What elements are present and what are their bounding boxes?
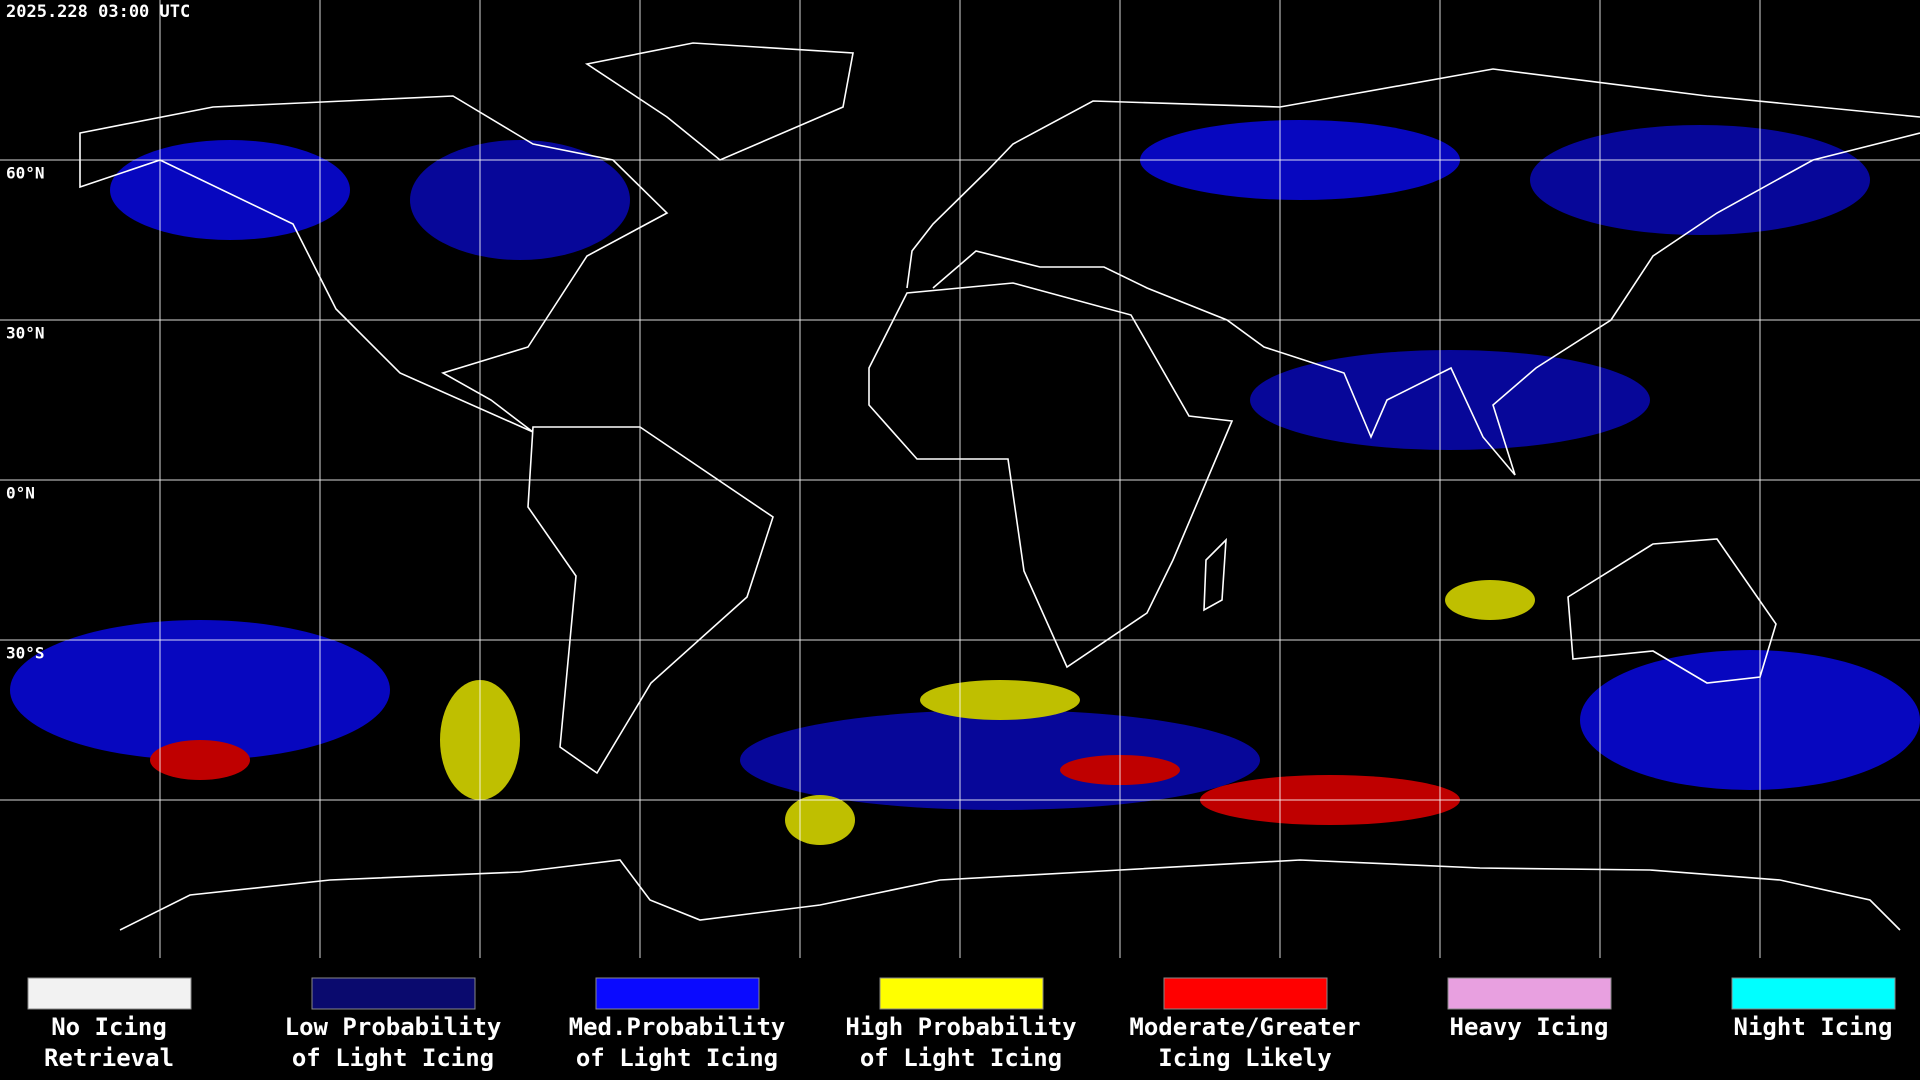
legend-swatch [1447, 977, 1612, 1010]
legend-label: of Light Icing [860, 1044, 1062, 1072]
legend-swatch [1731, 977, 1896, 1010]
legend-swatch [595, 977, 760, 1010]
legend-swatch [1163, 977, 1328, 1010]
legend-swatch [879, 977, 1044, 1010]
legend: No Icing Retrieval Low Probability of Light… [27, 977, 1896, 1072]
map: 2025.228 03:00 UTC 60°N 30°N 0°N 30°S [0, 0, 1920, 958]
cloud-patches [10, 120, 1920, 845]
timestamp: 2025.228 03:00 UTC [6, 2, 190, 22]
latitude-label: 30°S [6, 644, 45, 663]
coastlines [79, 42, 1920, 931]
graticule [0, 0, 1920, 958]
legend-label: No Icing [51, 1013, 167, 1041]
legend-label: Night Icing [1734, 1013, 1893, 1041]
legend-label: Med.Probability [569, 1013, 786, 1041]
legend-label: Heavy Icing [1450, 1013, 1609, 1041]
legend-label: of Light Icing [292, 1044, 494, 1072]
legend-swatch [311, 977, 476, 1010]
legend-label: High Probability [845, 1013, 1076, 1041]
legend-label: Low Probability [285, 1013, 502, 1041]
legend-label: of Light Icing [576, 1044, 778, 1072]
latitude-labels: 60°N 30°N 0°N 30°S [6, 164, 45, 663]
legend-label: Moderate/Greater [1129, 1013, 1360, 1041]
legend-label: Icing Likely [1158, 1044, 1331, 1072]
legend-swatch [27, 977, 192, 1010]
latitude-label: 30°N [6, 324, 45, 343]
latitude-label: 0°N [6, 484, 35, 503]
legend-label: Retrieval [44, 1044, 174, 1072]
latitude-label: 60°N [6, 164, 45, 183]
